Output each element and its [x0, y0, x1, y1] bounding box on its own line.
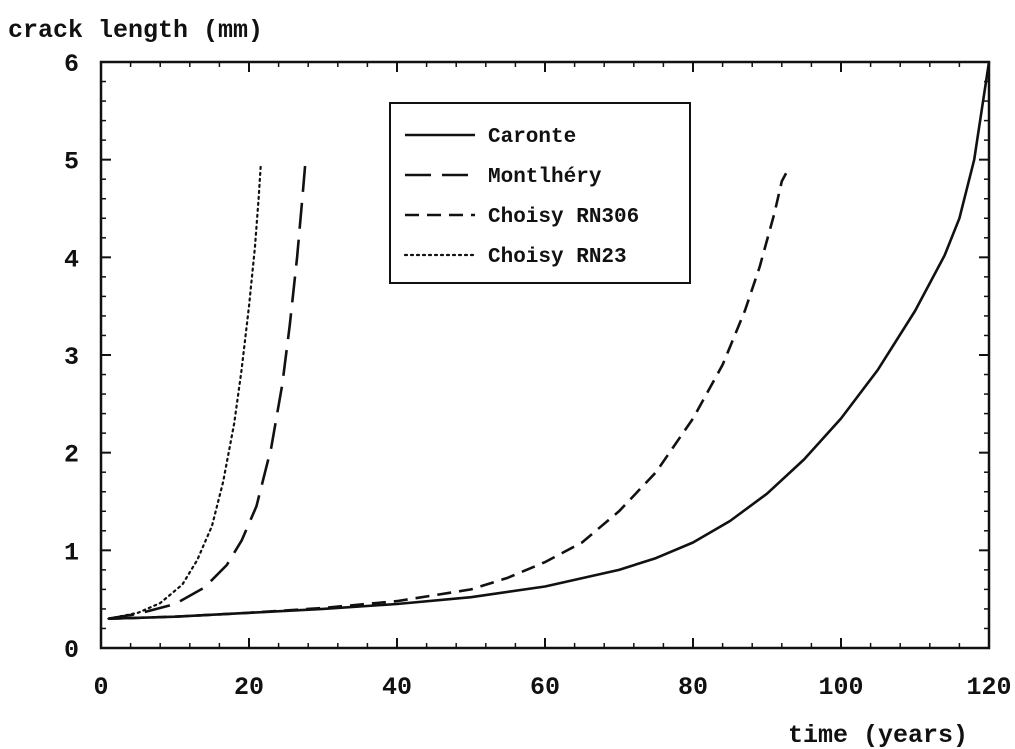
series-line-montlh-ry [108, 164, 307, 620]
legend-box [389, 102, 691, 284]
legend-label: Caronte [488, 126, 576, 149]
legend-label: Montlhéry [488, 166, 602, 189]
x-tick-label: 0 [93, 673, 108, 702]
x-tick-label: 120 [966, 673, 1011, 702]
y-tick-label: 0 [64, 636, 79, 665]
legend-label: Choisy RN306 [488, 206, 639, 229]
y-tick-label: 3 [64, 343, 79, 372]
legend: Caronte Montlhéry Choisy RN306 Choisy RN23 [389, 102, 691, 284]
x-tick-label: 20 [234, 673, 264, 702]
series-line-choisy-rn23 [107, 163, 262, 620]
x-tick-label: 80 [678, 673, 708, 702]
legend-label: Choisy RN23 [488, 246, 627, 269]
x-tick-label: 100 [818, 673, 863, 702]
x-tick-label: 40 [382, 673, 412, 702]
plot-frame [99, 60, 991, 650]
y-tick-label: 5 [64, 148, 79, 177]
y-tick-label: 4 [64, 245, 79, 274]
x-axis-label: time (years) [788, 721, 968, 749]
series-lines [107, 61, 991, 620]
y-tick-label: 1 [64, 538, 79, 567]
axis-ticks: 0 20 40 60 80 100 120 0 1 2 3 4 5 6 [64, 50, 1012, 702]
series-line-caronte [108, 61, 991, 620]
x-tick-label: 60 [530, 673, 560, 702]
y-axis-label: crack length (mm) [8, 16, 263, 45]
series-line-choisy-rn306 [108, 166, 791, 620]
y-tick-label: 6 [64, 50, 79, 79]
y-tick-label: 2 [64, 441, 79, 470]
